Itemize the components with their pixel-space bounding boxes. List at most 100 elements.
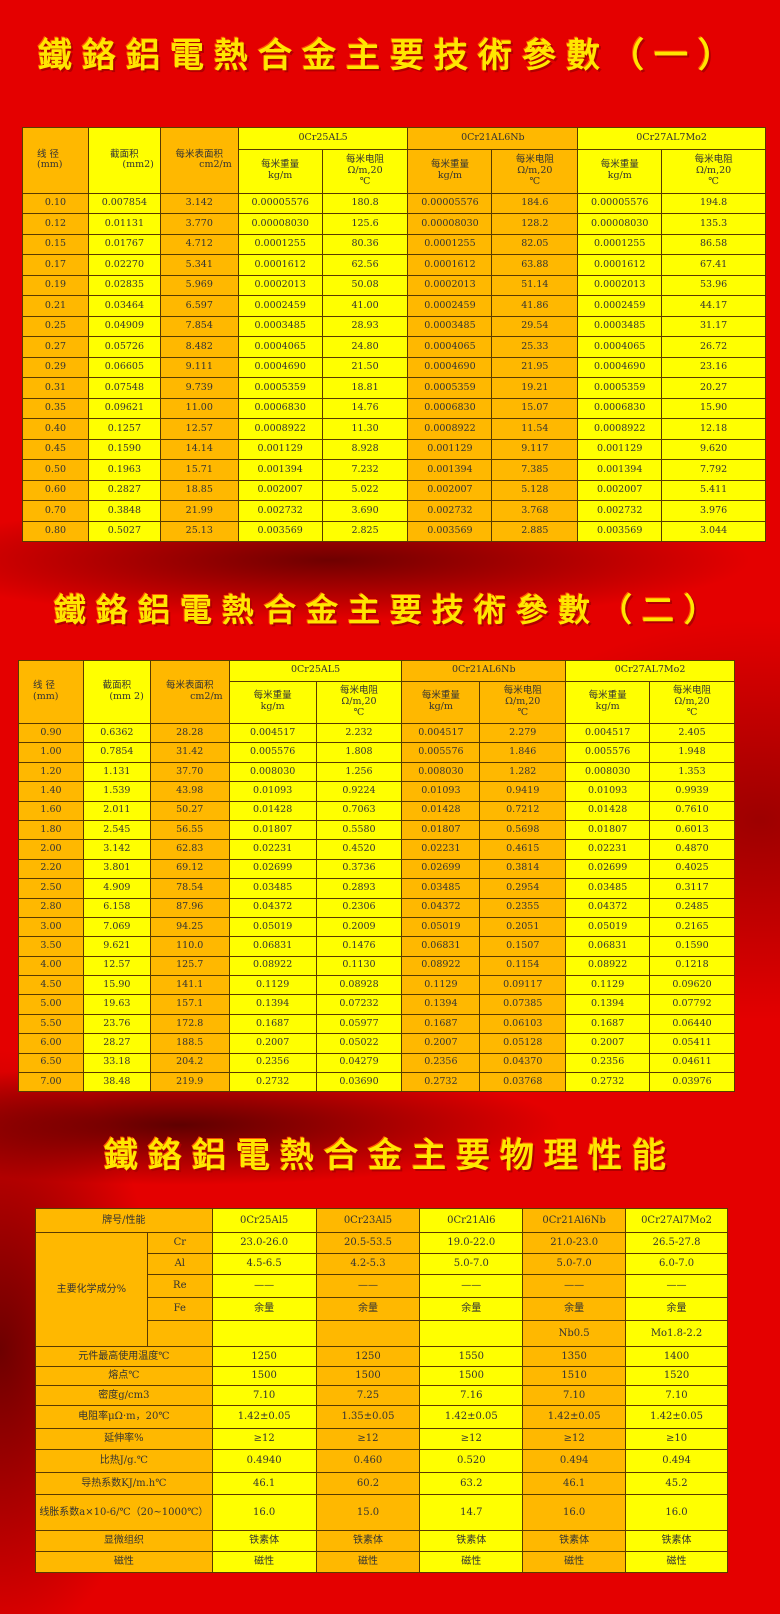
- table-cell: 19.0-22.0: [419, 1232, 524, 1254]
- table-cell: 1.40: [18, 781, 84, 802]
- cell-text: 0.7063: [342, 804, 376, 816]
- cell-text: 0.0002013: [254, 279, 306, 291]
- header-resistance: 每米电阻 Ω/m,20 ℃: [661, 148, 766, 194]
- table-cell: 0.0004690: [407, 356, 493, 379]
- cell-text: 0.1507: [506, 940, 540, 952]
- table-cell: 2.00: [18, 839, 84, 860]
- table-cell: 0.2356: [565, 1052, 651, 1074]
- table-cell: 1400: [625, 1346, 728, 1367]
- cell-text: 0.00005576: [251, 197, 309, 209]
- cell-text: 0.004517: [249, 726, 296, 738]
- cell-text: 8.482: [185, 340, 213, 352]
- cell-text: 128.2: [521, 217, 549, 229]
- header-resistance: 每米电阻 Ω/m,20 ℃: [315, 680, 403, 724]
- table-cell: 141.1: [149, 975, 230, 996]
- table-cell: 20.5-53.5: [315, 1232, 421, 1254]
- cell-text: 0.004517: [418, 726, 464, 738]
- table-cell: 0.12: [22, 213, 89, 235]
- cell-text: 0.00008030: [421, 217, 479, 229]
- cell-text: 21.99: [185, 504, 213, 516]
- cell-text: 0.001394: [427, 463, 473, 475]
- cell-text: 0Cr21Al6: [447, 1214, 496, 1226]
- cell-text: 0.1129: [424, 978, 458, 990]
- table-cell: 0.02231: [565, 839, 651, 860]
- table-cell: 余量: [315, 1297, 421, 1321]
- header-text: (mm 2): [109, 690, 144, 702]
- cell-text: 0.2485: [675, 901, 709, 913]
- table-cell: 3.00: [18, 916, 84, 938]
- header-surface: 每米表面积 cm2/m: [159, 127, 239, 194]
- cell-text: 0Cr21AL6Nb: [452, 664, 516, 676]
- table-cell: 0.06605: [87, 356, 161, 379]
- cell-text: 26.72: [699, 340, 728, 352]
- table-cell: 2.20: [18, 858, 84, 880]
- table-cell: 0.0001612: [407, 254, 493, 276]
- table-cell: 0.07548: [87, 377, 161, 399]
- table-cell: 0.005576: [565, 742, 651, 763]
- cell-text: 0.0003485: [424, 320, 476, 332]
- cell-text: 0.1218: [675, 959, 709, 971]
- cell-text: 0.01131: [104, 217, 145, 229]
- cell-text: 0.1590: [107, 443, 141, 455]
- cell-text: 0.005576: [418, 746, 464, 758]
- params-table-2: 线 径 (mm) 截面积 (mm 2) 每米表面积 cm2/m 0Cr25AL5 0Cr21A…: [18, 660, 735, 1093]
- cell-text: 0.7854: [100, 746, 134, 758]
- cell-text: 0.03485: [421, 881, 461, 893]
- table-cell: 0.005576: [401, 742, 481, 763]
- table-cell: 6.50: [18, 1052, 84, 1074]
- cell-text: 0Cr25AL5: [290, 664, 341, 676]
- table-cell: 21.0-23.0: [522, 1232, 627, 1254]
- cell-text: 0.4520: [342, 843, 376, 855]
- cell-text: 0.02699: [587, 862, 628, 874]
- table-cell: 0.05726: [87, 336, 161, 358]
- header-weight: 每米重量 kg/m: [407, 148, 493, 194]
- cell-text: 194.8: [699, 197, 728, 209]
- table-cell: 0.002007: [237, 479, 323, 502]
- table-cell: 2.885: [491, 520, 579, 543]
- cell-text: 0.002007: [257, 484, 303, 496]
- table-cell: 1.42±0.05: [419, 1405, 524, 1429]
- table-cell: 0.0003485: [237, 315, 323, 338]
- table-cell: 0.003569: [237, 520, 323, 543]
- table-cell: ——: [211, 1274, 317, 1298]
- header-text: Ω/m,20: [674, 695, 710, 707]
- cell-text: 0.02835: [104, 279, 145, 291]
- cell-text: 0.01428: [587, 804, 628, 816]
- cell-text: 0.6362: [100, 726, 134, 738]
- cell-text: 牌号/性能: [102, 1214, 146, 1226]
- table-cell: 0.0008922: [577, 418, 663, 440]
- cell-text: 7.792: [699, 463, 728, 475]
- cell-text: 4.00: [40, 959, 62, 971]
- cell-text: 余量: [357, 1303, 378, 1315]
- cell-text: 0.05022: [339, 1036, 379, 1048]
- table-cell: 86.58: [661, 233, 766, 256]
- cell-text: 62.83: [176, 843, 204, 855]
- table-cell: 0.00008030: [407, 213, 493, 235]
- property-row: 延伸率% ≥12 ≥12 ≥12 ≥12 ≥10: [35, 1428, 728, 1450]
- cell-text: 3.142: [103, 843, 131, 855]
- header-text: (mm): [33, 690, 59, 702]
- table-cell: 0.002732: [237, 500, 323, 522]
- cell-text: 0.01807: [252, 823, 293, 835]
- cell-text: 0.0002459: [424, 299, 476, 311]
- cell-text: 41.00: [351, 299, 379, 311]
- cell-text: 0.0002013: [424, 279, 476, 291]
- table-cell: 0.494: [522, 1449, 627, 1473]
- cell-text: 0.0004065: [424, 340, 476, 352]
- cell-text: 0.02699: [421, 862, 461, 874]
- cell-text: 0.0004690: [254, 361, 306, 373]
- table-cell: [315, 1320, 421, 1347]
- cell-text: 4.2-5.3: [350, 1258, 386, 1270]
- table-cell: 0.4870: [649, 839, 735, 860]
- table-row: 0.27 0.05726 8.482 0.0004065 24.80 0.0004065 2…: [22, 336, 766, 358]
- cell-text: 0.05726: [104, 340, 145, 352]
- cell-text: 3.690: [351, 504, 379, 516]
- table-cell: 15.0: [315, 1494, 421, 1531]
- cell-text: 2.545: [103, 823, 131, 835]
- cell-text: 14.76: [351, 402, 379, 414]
- table-cell: 0.1963: [87, 459, 161, 481]
- cell-text: 0.003569: [597, 525, 643, 537]
- table-cell: 0.0003485: [407, 315, 493, 338]
- cell-text: 2.405: [678, 726, 706, 738]
- table-cell: 5.341: [159, 254, 239, 276]
